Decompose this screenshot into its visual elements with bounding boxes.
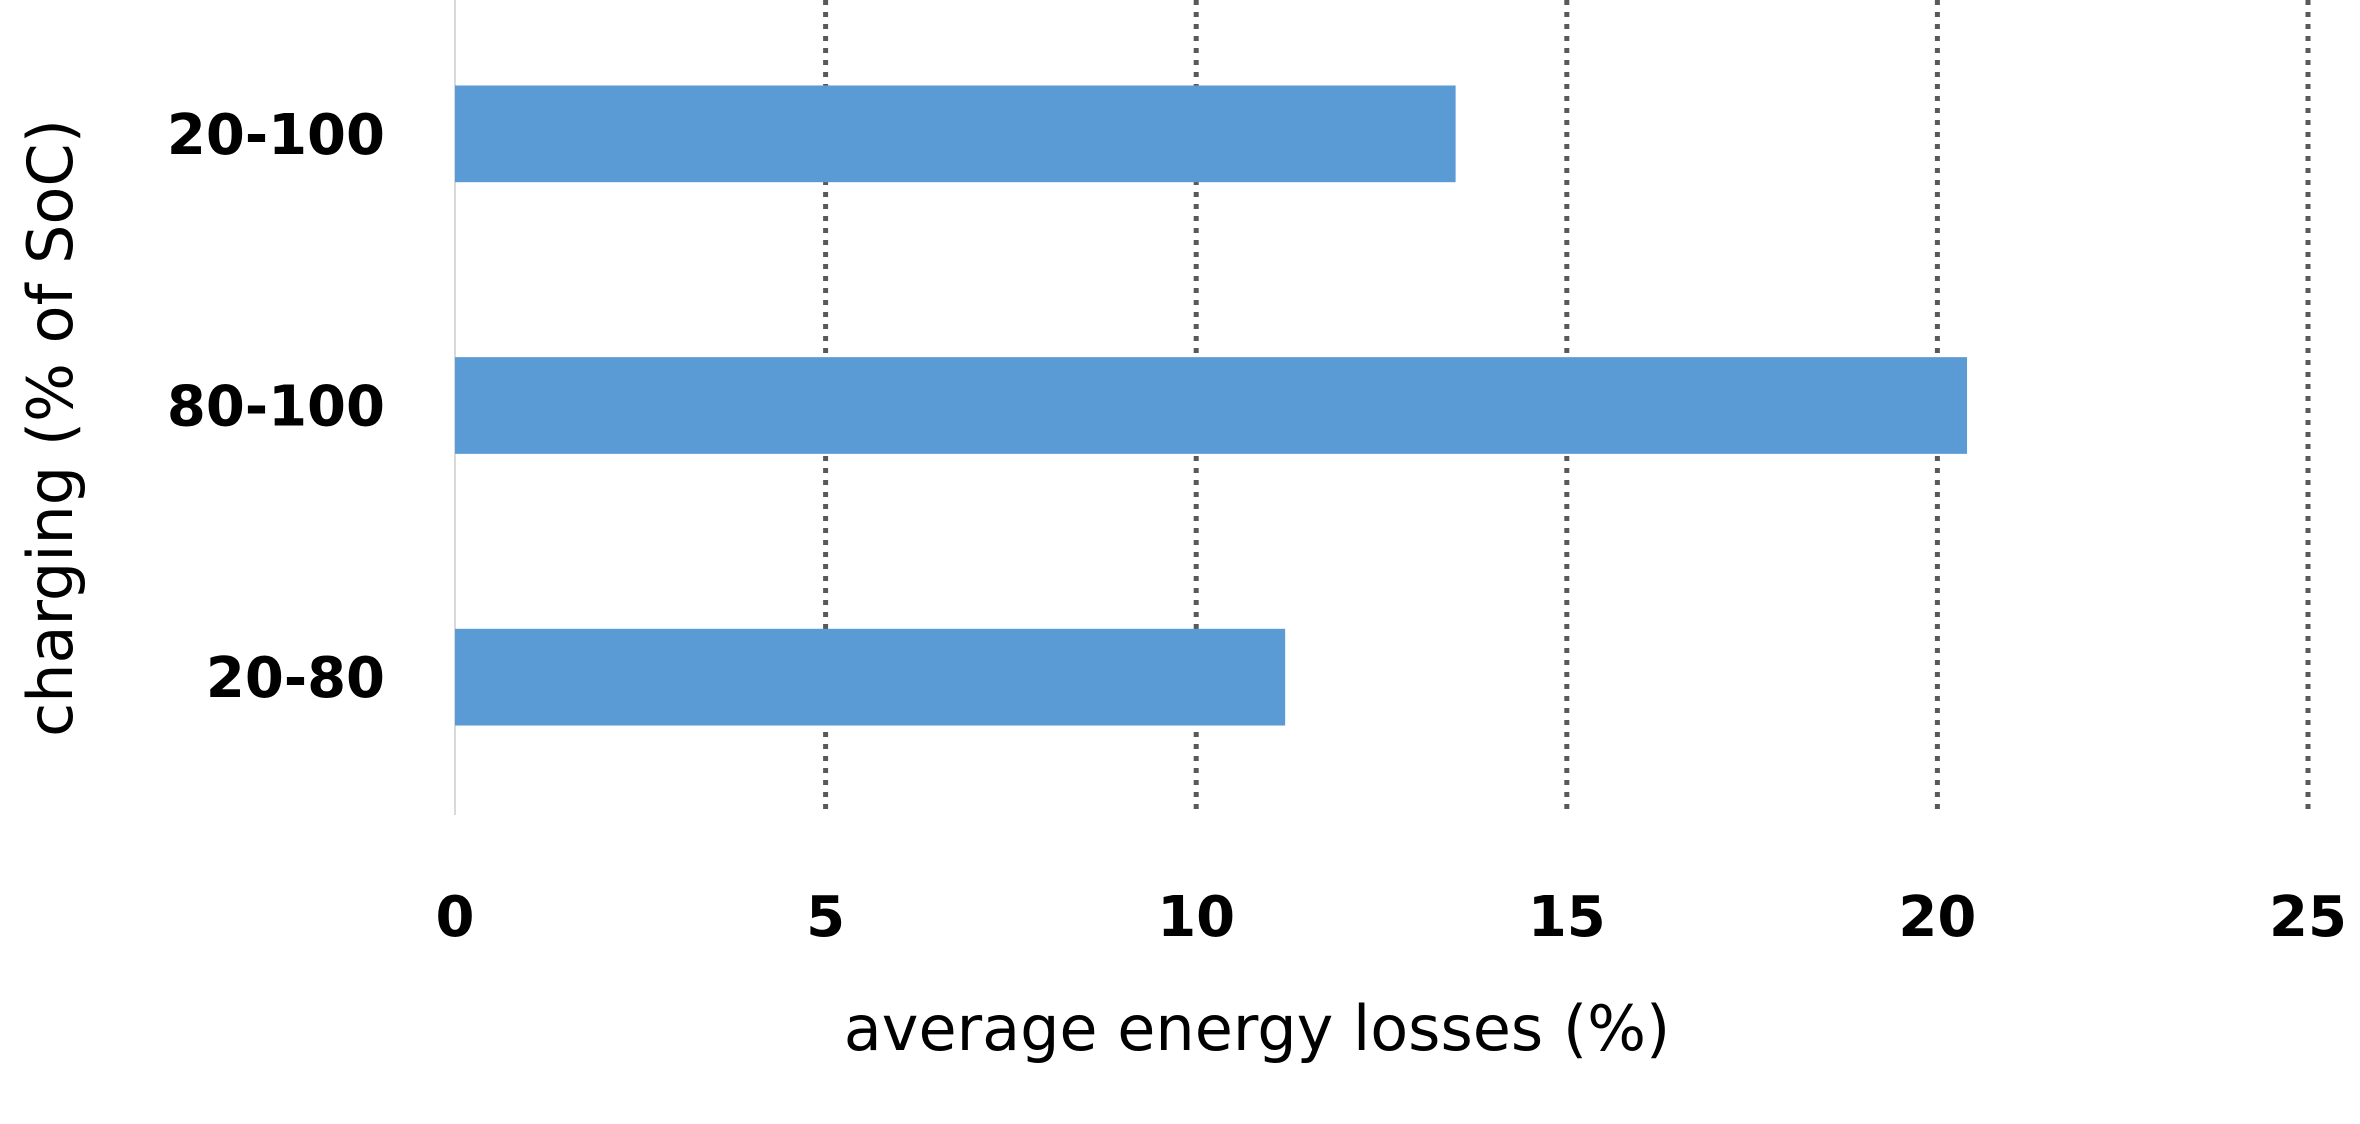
category-label: 80-100 <box>167 375 385 440</box>
x-axis-title: average energy losses (%) <box>844 992 1670 1065</box>
x-tick-label: 15 <box>1528 885 1606 950</box>
x-tick-label: 10 <box>1157 885 1235 950</box>
category-labels: 20-100 80-100 20-80 <box>167 103 385 711</box>
x-tick-label: 20 <box>1898 885 1976 950</box>
bar <box>455 357 1968 454</box>
category-label: 20-100 <box>167 103 385 168</box>
x-tick-label: 25 <box>2269 885 2347 950</box>
category-label: 20-80 <box>206 646 385 711</box>
bar <box>455 628 1286 726</box>
x-tick-label: 5 <box>806 885 845 950</box>
x-tick-labels: 0 5 10 15 20 25 <box>436 885 2347 950</box>
bars <box>455 85 1968 726</box>
x-tick-label: 0 <box>436 885 475 950</box>
bar <box>455 85 1456 183</box>
y-axis-title: charging (% of SoC) <box>14 119 87 737</box>
